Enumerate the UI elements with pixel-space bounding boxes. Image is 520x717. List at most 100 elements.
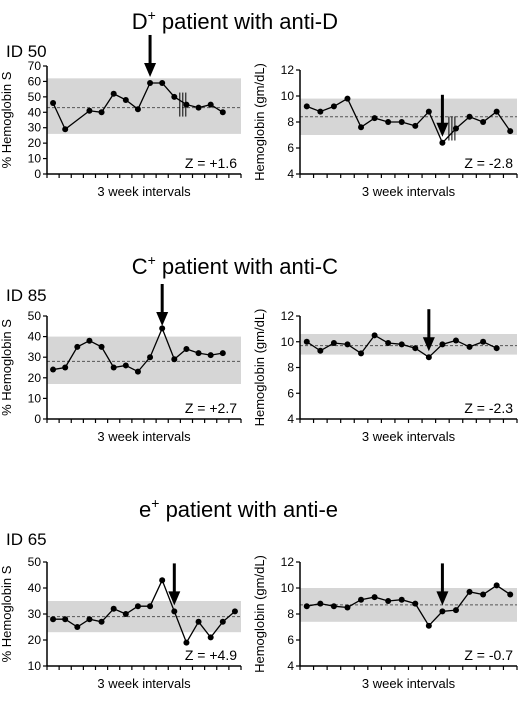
data-point xyxy=(371,594,378,601)
y-tick-label: 50 xyxy=(28,90,42,104)
data-point xyxy=(98,343,105,350)
y-tick-label: 12 xyxy=(281,63,295,77)
chart-2-left: 0 10 20 30 40 50 3 week intervals % Hemoglobin … xyxy=(0,284,242,444)
data-point xyxy=(207,101,214,108)
z-score-annotation: Z = -0.7 xyxy=(464,647,513,663)
data-point xyxy=(183,639,190,646)
data-point xyxy=(412,122,419,129)
data-point xyxy=(122,96,129,103)
data-point xyxy=(62,126,69,133)
y-tick-label: 50 xyxy=(28,555,42,569)
arrow-head xyxy=(422,337,435,352)
arrow-head xyxy=(168,591,181,606)
data-point xyxy=(466,113,473,120)
data-point xyxy=(466,343,473,350)
data-point xyxy=(110,605,117,612)
data-point xyxy=(398,119,405,125)
y-tick-label: 30 xyxy=(28,350,42,364)
y-tick-label: 6 xyxy=(287,633,294,647)
data-point xyxy=(344,95,351,102)
panel-title-1: D+ patient with anti-D xyxy=(132,7,338,34)
y-axis-label: % Hemoglobin S xyxy=(0,565,14,662)
data-point xyxy=(317,108,324,115)
data-point xyxy=(134,368,141,375)
data-point xyxy=(110,90,117,97)
data-point xyxy=(358,124,365,131)
data-point xyxy=(62,364,69,371)
x-axis-label: 3 week intervals xyxy=(97,429,191,444)
data-point xyxy=(219,109,226,116)
y-tick-label: 12 xyxy=(281,309,295,323)
x-axis-label: 3 week intervals xyxy=(97,184,191,199)
y-tick-label: 20 xyxy=(28,371,42,385)
z-score-annotation: Z = -2.8 xyxy=(464,155,513,171)
chart-1-right: 4 6 8 10 12 3 week intervals Hemoglobin (gm/dL… xyxy=(252,63,518,199)
x-axis-label: 3 week intervals xyxy=(362,429,456,444)
data-point xyxy=(452,607,459,614)
data-point xyxy=(159,577,166,584)
series-line xyxy=(306,97,511,144)
y-tick-label: 10 xyxy=(28,659,42,673)
y-tick-label: 20 xyxy=(28,136,42,150)
data-point xyxy=(171,608,178,615)
data-point xyxy=(398,596,405,603)
y-tick-label: 0 xyxy=(34,412,41,426)
data-point xyxy=(385,119,392,125)
data-point xyxy=(317,600,324,607)
data-point xyxy=(480,338,487,345)
data-point xyxy=(86,337,93,344)
chart-3-left: 10 20 30 40 50 3 week intervals % Hemoglobin S… xyxy=(0,555,242,691)
data-point xyxy=(50,100,57,107)
chart-2-right: 4 6 8 10 12 3 week intervals Hemoglobin (gm/dL… xyxy=(252,309,518,444)
panel-title-3: e+ patient with anti-e xyxy=(139,495,338,522)
data-point xyxy=(480,119,487,125)
y-tick-label: 8 xyxy=(287,607,294,621)
y-tick-label: 6 xyxy=(287,386,294,400)
data-point xyxy=(86,616,93,623)
data-point xyxy=(74,624,81,630)
data-point xyxy=(480,591,487,598)
data-point xyxy=(171,93,178,100)
data-point xyxy=(134,603,141,610)
data-point xyxy=(412,600,419,607)
data-point xyxy=(439,608,446,615)
data-point xyxy=(425,354,432,361)
data-point xyxy=(183,101,190,108)
data-point xyxy=(507,591,514,598)
data-point xyxy=(425,108,432,115)
data-point xyxy=(452,125,459,132)
data-point xyxy=(439,139,446,146)
chart-3-right: 4 6 8 10 12 3 week intervals Hemoglobin (gm/dL… xyxy=(252,555,518,691)
data-point xyxy=(385,340,392,347)
z-score-annotation: Z = +2.7 xyxy=(185,400,237,416)
data-point xyxy=(195,618,202,625)
y-tick-label: 30 xyxy=(28,607,42,621)
y-tick-label: 30 xyxy=(28,121,42,135)
x-axis-label: 3 week intervals xyxy=(362,184,456,199)
patient-id-2: ID 85 xyxy=(6,286,47,305)
data-point xyxy=(330,103,337,110)
data-point xyxy=(86,107,93,114)
y-tick-label: 8 xyxy=(287,361,294,375)
y-tick-label: 40 xyxy=(28,581,42,595)
data-point xyxy=(344,341,351,348)
y-tick-label: 40 xyxy=(28,330,42,344)
patient-id-1: ID 50 xyxy=(6,42,47,61)
data-point xyxy=(507,128,514,135)
x-axis-label: 3 week intervals xyxy=(362,676,456,691)
y-tick-label: 10 xyxy=(281,581,295,595)
y-tick-label: 50 xyxy=(28,309,42,323)
patient-id-3: ID 65 xyxy=(6,530,47,549)
data-point xyxy=(171,356,178,363)
data-point xyxy=(134,106,141,113)
data-point xyxy=(122,611,129,617)
data-point xyxy=(303,338,310,345)
y-tick-label: 10 xyxy=(28,391,42,405)
data-point xyxy=(159,325,166,332)
y-axis-label: Hemoglobin (gm/dL) xyxy=(252,555,267,673)
series-line xyxy=(53,578,236,645)
z-score-annotation: Z = -2.3 xyxy=(464,400,513,416)
y-tick-label: 4 xyxy=(287,412,294,426)
data-point xyxy=(385,598,392,604)
